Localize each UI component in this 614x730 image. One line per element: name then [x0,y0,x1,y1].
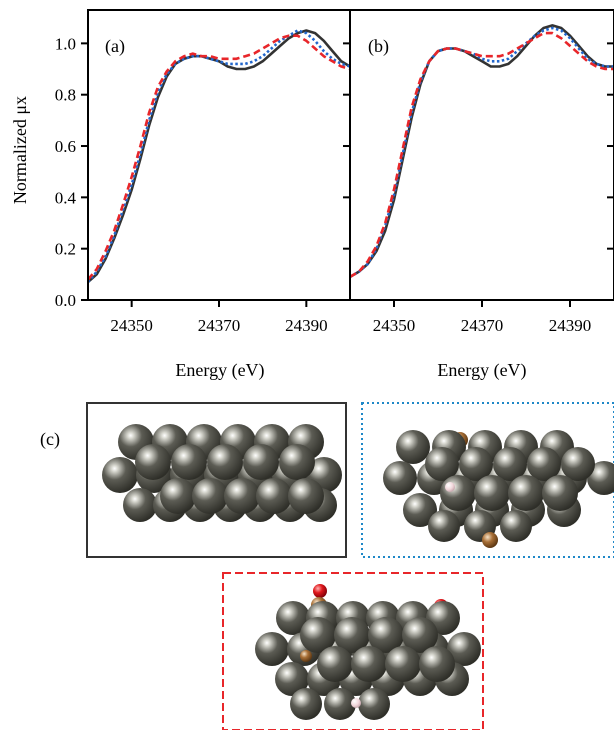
x-axis-title-a: Energy (eV) [175,360,264,381]
x-tick-label: 24350 [110,316,153,335]
metal-atom [102,457,138,493]
y-tick-label: 0.8 [55,86,76,105]
x-tick-label: 24350 [373,316,416,335]
metal-atom [324,688,356,720]
metal-atom [243,444,279,480]
metal-atom [428,510,460,542]
x-tick-label: 24370 [461,316,504,335]
metal-atom [561,447,595,481]
metal-atom [255,632,289,666]
metal-atom [440,475,476,511]
series-line-solid [349,24,614,279]
metal-atom [317,646,353,682]
x-tick-label: 24390 [549,316,592,335]
cluster-with-co [255,584,481,720]
chart-panel-b: Energy (eV) (b) 24350 24370 24390 [343,9,614,381]
metal-atom [403,493,437,527]
y-axis-title: Normalized μx [10,96,30,204]
x-axis-title-b: Energy (eV) [437,360,526,381]
metal-atom [396,430,430,464]
metal-atom [493,447,527,481]
panel-label-c: (c) [40,429,60,450]
metal-atom [508,475,544,511]
metal-atom [279,444,315,480]
metal-atom [135,444,171,480]
y-tick-label: 0.2 [55,240,76,259]
metal-atom [275,662,309,696]
carbon-atom [300,650,312,662]
metal-atom [425,447,459,481]
metal-atom [527,447,561,481]
x-tick-label: 24390 [285,316,328,335]
metal-atom [334,617,370,653]
metal-atom [459,447,493,481]
y-tick-label: 1.0 [55,34,76,53]
plot-frame [87,9,351,301]
y-tick-label: 0.4 [55,188,77,207]
metal-atom [300,617,336,653]
metal-atom [224,478,260,514]
panel-label-a: (a) [105,36,125,57]
panel-label-b: (b) [368,36,389,57]
structure-box-dotted [361,402,614,558]
series-line-dotted [87,29,351,283]
hydrogen-atom [351,698,361,708]
metal-atom [207,444,243,480]
structure-box-pristine [86,402,347,558]
carbon-atom [482,532,498,548]
metal-atom [288,478,324,514]
metal-atom [171,444,207,480]
oxygen-atom [313,584,327,598]
plot-frame [349,9,614,301]
y-tick-label: 0.0 [55,291,76,310]
metal-atom [368,617,404,653]
cluster-pristine [102,424,342,522]
metal-atom [351,646,387,682]
metal-atom [542,475,578,511]
metal-atom [474,475,510,511]
y-tick-label: 0.6 [55,137,76,156]
metal-atom [192,478,228,514]
metal-atom [256,478,292,514]
metal-atom [500,510,532,542]
structure-box-dashed [222,572,484,730]
metal-atom [290,688,322,720]
metal-atom [383,461,417,495]
metal-atom [447,632,481,666]
cluster-with-carbon [383,430,614,548]
chart-panel-a: Normalized μx Energy (eV) (a) 24350 24370… [10,9,351,381]
series-line-solid [87,29,351,283]
metal-atom [123,488,157,522]
metal-atom [385,646,421,682]
metal-atom [160,478,196,514]
x-tick-label: 24370 [198,316,241,335]
series-line-dashed [349,31,614,279]
metal-atom [358,688,390,720]
metal-atom [402,617,438,653]
series-line-dotted [349,26,614,279]
hydrogen-atom [445,482,455,492]
metal-atom [276,601,310,635]
metal-atom [419,646,455,682]
series-line-dashed [87,34,351,281]
